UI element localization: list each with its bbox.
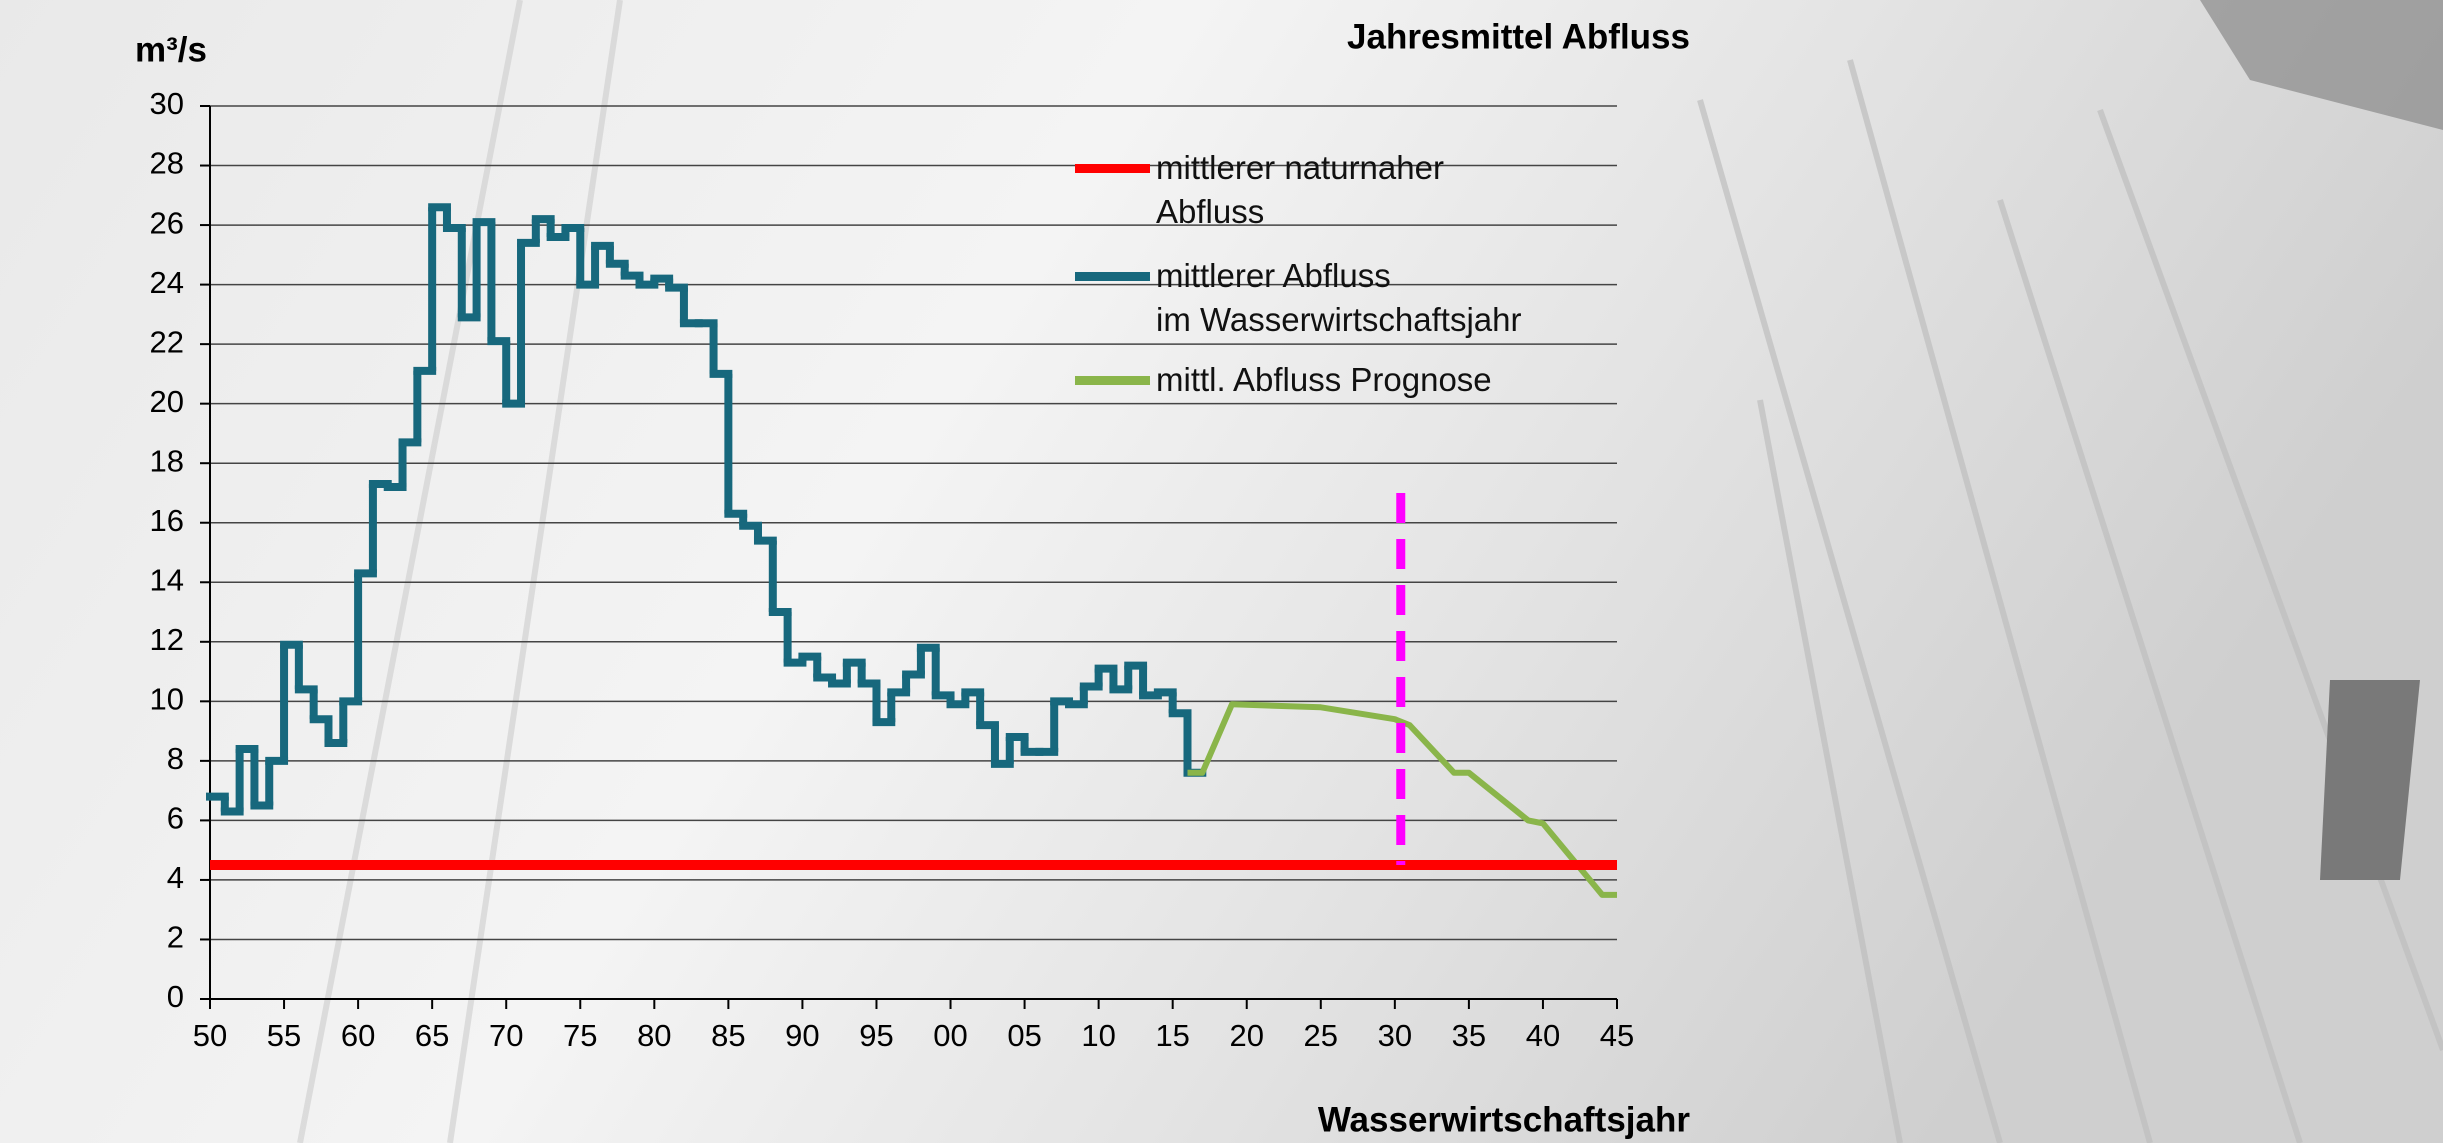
legend-swatch — [1075, 164, 1150, 173]
x-tick-label: 30 — [1378, 1018, 1412, 1053]
legend-entry: mittlerer Abfluss im Wasserwirtschaftsja… — [1075, 254, 1522, 342]
y-tick-label: 16 — [150, 503, 184, 538]
x-tick-label: 85 — [711, 1018, 745, 1053]
x-tick-label: 90 — [785, 1018, 819, 1053]
legend-label: mittl. Abfluss Prognose — [1156, 358, 1492, 402]
y-tick-label: 28 — [150, 146, 184, 181]
y-tick-label: 4 — [167, 860, 184, 895]
y-tick-label: 26 — [150, 205, 184, 240]
y-tick-label: 6 — [167, 801, 184, 836]
x-tick-label: 25 — [1304, 1018, 1338, 1053]
y-tick-label: 24 — [150, 265, 184, 300]
x-tick-label: 20 — [1229, 1018, 1263, 1053]
y-tick-label: 8 — [167, 741, 184, 776]
y-tick-label: 2 — [167, 920, 184, 955]
x-tick-label: 00 — [933, 1018, 967, 1053]
y-axis-label: m³/s — [135, 30, 207, 69]
y-tick-label: 10 — [150, 682, 184, 717]
x-tick-label: 35 — [1452, 1018, 1486, 1053]
x-tick-label: 55 — [267, 1018, 301, 1053]
x-tick-label: 60 — [341, 1018, 375, 1053]
x-tick-label: 50 — [193, 1018, 227, 1053]
y-tick-label: 30 — [150, 86, 184, 121]
legend-swatch — [1075, 376, 1150, 385]
legend-swatch — [1075, 272, 1150, 281]
x-axis-label: Wasserwirtschaftsjahr — [1318, 1100, 1691, 1139]
y-tick-label: 18 — [150, 443, 184, 478]
legend-entry: mittl. Abfluss Prognose — [1075, 358, 1492, 402]
x-tick-label: 10 — [1081, 1018, 1115, 1053]
x-tick-label: 15 — [1155, 1018, 1189, 1053]
y-tick-label: 0 — [167, 979, 184, 1014]
y-tick-label: 14 — [150, 562, 184, 597]
legend-entry: mittlerer naturnaher Abfluss — [1075, 146, 1444, 234]
y-tick-label: 20 — [150, 384, 184, 419]
y-tick-label: 22 — [150, 324, 184, 359]
x-tick-label: 40 — [1526, 1018, 1560, 1053]
legend-label: mittlerer naturnaher Abfluss — [1156, 146, 1444, 234]
x-tick-label: 75 — [563, 1018, 597, 1053]
page: Jahresmittel Abfluss m³/s Wasserwirtscha… — [0, 0, 2443, 1143]
legend-label: mittlerer Abfluss im Wasserwirtschaftsja… — [1156, 254, 1522, 342]
chart-title: Jahresmittel Abfluss — [1347, 17, 1690, 56]
x-tick-label: 70 — [489, 1018, 523, 1053]
y-tick-label: 12 — [150, 622, 184, 657]
x-tick-label: 80 — [637, 1018, 671, 1053]
x-tick-label: 05 — [1007, 1018, 1041, 1053]
x-tick-label: 45 — [1600, 1018, 1634, 1053]
x-tick-label: 95 — [859, 1018, 893, 1053]
x-tick-label: 65 — [415, 1018, 449, 1053]
